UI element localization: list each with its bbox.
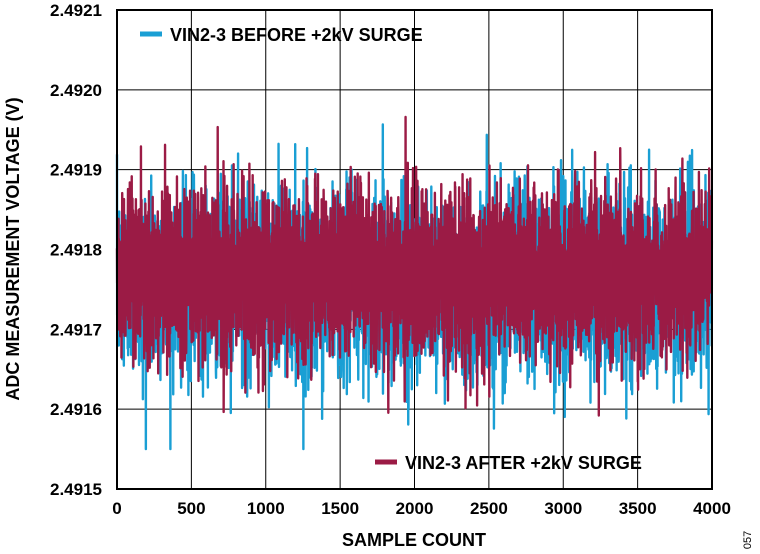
x-axis-title: SAMPLE COUNT <box>342 530 486 550</box>
y-tick-label: 2.4915 <box>50 480 102 499</box>
y-tick-label: 2.4920 <box>50 81 102 100</box>
series-after-path <box>115 115 714 417</box>
x-tick-label: 3000 <box>544 499 582 518</box>
legend-after-label: VIN2-3 AFTER +2kV SURGE <box>405 453 642 473</box>
x-tick-label: 0 <box>112 499 121 518</box>
legend-before: VIN2-3 BEFORE +2kV SURGE <box>140 25 423 45</box>
x-tick-label: 1500 <box>321 499 359 518</box>
y-tick-label: 2.4917 <box>50 320 102 339</box>
legend-after: VIN2-3 AFTER +2kV SURGE <box>375 453 642 473</box>
y-tick-label: 2.4918 <box>50 241 102 260</box>
plot-border <box>116 9 713 490</box>
legend-before-label: VIN2-3 BEFORE +2kV SURGE <box>170 25 423 45</box>
x-tick-label: 2500 <box>470 499 508 518</box>
y-axis-title: ADC MEASUREMENT VOLTAGE (V) <box>3 97 23 400</box>
y-tick-labels: 2.4915 2.4916 2.4917 2.4918 2.4919 2.4920 2.49… <box>50 1 102 499</box>
x-tick-labels: 0 500 1000 1500 2000 2500 3000 3500 4000 <box>112 499 731 518</box>
x-tick-label: 500 <box>177 499 205 518</box>
x-tick-label: 2000 <box>396 499 434 518</box>
y-tick-label: 2.4921 <box>50 1 102 20</box>
x-tick-label: 4000 <box>693 499 731 518</box>
plot-frame <box>116 9 713 490</box>
x-tick-label: 1000 <box>247 499 285 518</box>
y-tick-label: 2.4919 <box>50 161 102 180</box>
x-tick-label: 3500 <box>619 499 657 518</box>
figure-id: 057 <box>742 531 754 549</box>
y-tick-label: 2.4916 <box>50 400 102 419</box>
series-after-line <box>115 115 714 417</box>
